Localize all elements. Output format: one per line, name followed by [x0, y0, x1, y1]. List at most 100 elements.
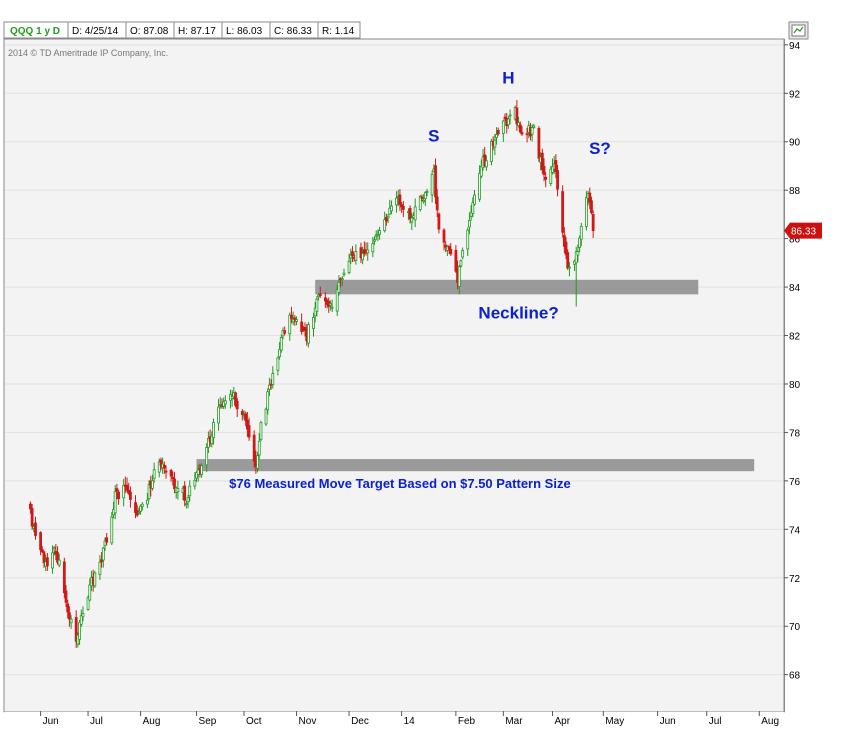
candle-up: [139, 505, 142, 512]
candle-up: [461, 250, 465, 258]
candle-down: [183, 485, 187, 501]
candle-up: [576, 251, 580, 256]
candle-up: [315, 298, 319, 312]
y-tick-label: 92: [789, 89, 801, 100]
candle-down: [74, 617, 78, 642]
y-tick-label: 72: [789, 574, 801, 585]
candle-up: [291, 318, 295, 323]
candle-down: [34, 522, 37, 536]
candle-down: [537, 128, 541, 159]
candle-up: [376, 233, 380, 237]
candle-up: [113, 491, 117, 514]
price-axis: 68 70 72 74 76 78 80 82 84 86 88 90 92 94: [784, 41, 801, 682]
candle-up: [468, 219, 471, 228]
candle-up: [337, 281, 341, 293]
x-tick-label: Sep: [199, 716, 217, 727]
candle-down: [420, 196, 424, 199]
y-tick-label: 70: [789, 622, 801, 633]
candle-up: [473, 194, 476, 205]
candle-up: [584, 197, 588, 227]
candle-down: [591, 213, 595, 232]
candle-up: [493, 139, 497, 148]
range-box: [317, 21, 361, 39]
candle-down: [30, 507, 34, 527]
candle-down: [434, 165, 437, 198]
candle-up: [410, 217, 414, 223]
candle-up: [103, 540, 107, 547]
candle-up: [313, 307, 317, 317]
candle-up: [390, 205, 393, 212]
x-tick-label: 14: [404, 716, 416, 727]
candle-down: [401, 205, 405, 210]
candle-down: [318, 293, 322, 296]
candle-down: [566, 252, 570, 269]
candle-down: [117, 491, 120, 500]
candle-down: [173, 478, 176, 490]
candle-up: [88, 584, 92, 601]
candle-down: [125, 484, 129, 491]
candle-up: [152, 469, 156, 479]
x-tick-label: Jun: [43, 716, 59, 727]
candle-up: [176, 488, 180, 493]
candle-up: [157, 461, 161, 473]
date-value: D: 4/25/14: [72, 26, 119, 37]
candle-down: [169, 469, 173, 477]
candle-up: [422, 200, 426, 202]
copyright-text: 2014 © TD Ameritrade IP Company, Inc.: [8, 48, 168, 58]
candle-up: [81, 613, 85, 618]
candle-up: [568, 266, 571, 269]
y-tick-label: 80: [789, 380, 801, 391]
candle-up: [256, 455, 259, 469]
range-value: R: 1.14: [322, 26, 355, 37]
candle-up: [484, 160, 488, 168]
chart-annotation: S: [428, 127, 439, 146]
x-tick-label: May: [605, 716, 624, 727]
candle-up: [98, 561, 102, 575]
candle-up: [530, 127, 534, 135]
candle-up: [279, 337, 283, 351]
candle-down: [293, 317, 297, 321]
candle-up: [312, 316, 315, 329]
candle-down: [164, 470, 168, 473]
candle-up: [532, 125, 536, 128]
last-price-tag-shape: [784, 222, 822, 239]
candle-up: [383, 219, 387, 232]
candle-up: [386, 215, 390, 219]
x-tick-label: Jul: [709, 716, 722, 727]
plot-area: [3, 38, 785, 713]
x-tick-label: Aug: [761, 716, 779, 727]
candle-down: [66, 603, 70, 613]
chart-settings-button[interactable]: [788, 21, 809, 40]
symbol-label[interactable]: QQQ 1 y D: [10, 26, 60, 37]
candle-down: [554, 160, 558, 172]
candle-up: [329, 303, 332, 306]
candle-up: [459, 260, 463, 267]
candle-down: [235, 400, 239, 410]
y-tick-label: 86: [789, 235, 801, 246]
x-tick-label: Nov: [299, 716, 317, 727]
candle-up: [271, 373, 275, 385]
candle-down: [134, 502, 137, 514]
candle-up: [418, 196, 422, 210]
x-tick-label: Dec: [351, 716, 369, 727]
candle-down: [129, 491, 132, 500]
candle-up: [340, 278, 344, 281]
candle-up: [205, 447, 209, 466]
candle-up: [151, 480, 154, 489]
candle-down: [483, 154, 487, 167]
candle-up: [264, 408, 268, 425]
candle-up: [579, 225, 583, 240]
candle-up: [78, 621, 81, 640]
candle-down: [562, 235, 566, 247]
y-tick-label: 90: [789, 138, 801, 149]
candle-up: [490, 140, 493, 162]
x-tick-label: Feb: [458, 716, 476, 727]
candle-up: [578, 237, 582, 248]
candle-down: [323, 297, 327, 302]
candle-up: [430, 173, 434, 196]
chart-settings-icon-glyph: [793, 26, 804, 34]
candle-down: [590, 200, 593, 214]
candle-down: [39, 532, 42, 551]
candle-down: [240, 411, 244, 415]
